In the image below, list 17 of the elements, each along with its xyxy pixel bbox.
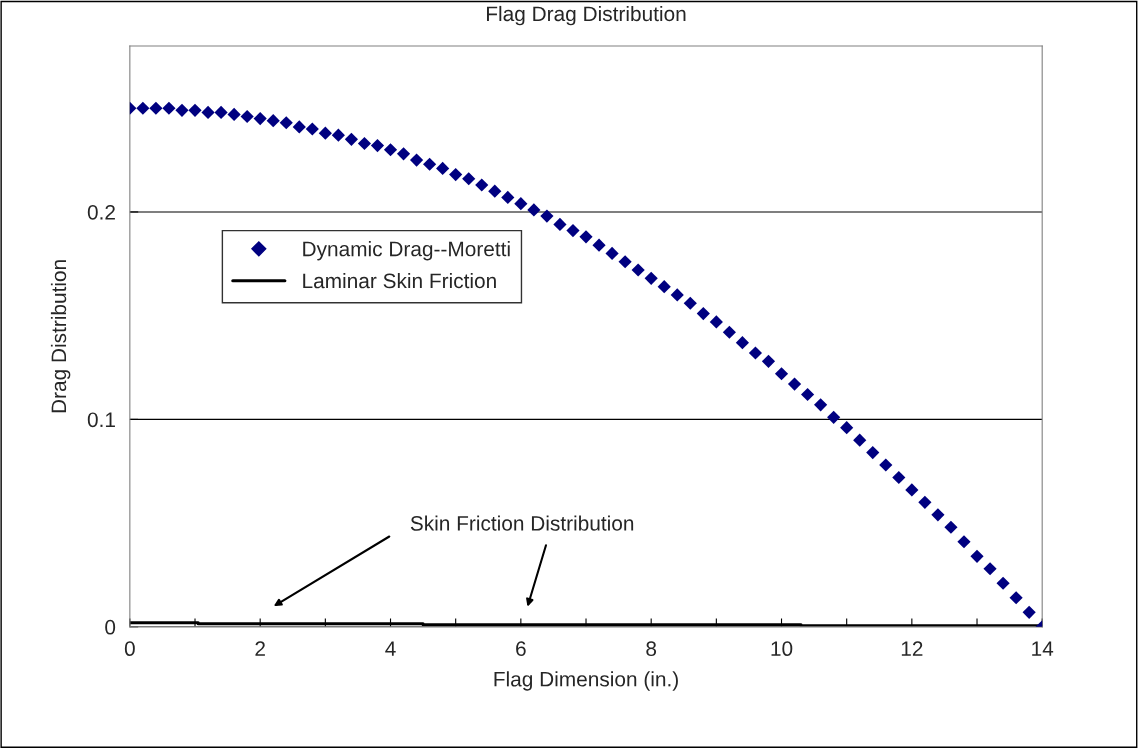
x-tick-label: 8 — [646, 641, 657, 657]
annotation: Skin Friction Distribution — [410, 515, 634, 531]
x-tick-label: 6 — [516, 641, 526, 657]
legend-label: Dynamic Drag--Moretti — [303, 241, 510, 261]
x-axis-title: Flag Dimension (in.) — [494, 671, 678, 691]
x-tick-label: 4 — [385, 641, 396, 656]
x-tick-label: 14 — [1032, 641, 1054, 656]
y-tick-label: 0.1 — [87, 412, 115, 428]
x-tick-label: 2 — [255, 641, 265, 656]
x-tick-label: 12 — [901, 641, 923, 656]
x-tick-label: 0 — [124, 641, 135, 657]
chart-title: Flag Drag Distribution — [487, 5, 686, 26]
y-axis-title: Drag Distribution — [50, 260, 71, 413]
x-tick-label: 10 — [771, 641, 793, 657]
y-tick-label: 0.2 — [87, 204, 115, 220]
y-tick-label: 0 — [105, 619, 116, 635]
legend-label: Laminar Skin Friction — [303, 272, 496, 289]
